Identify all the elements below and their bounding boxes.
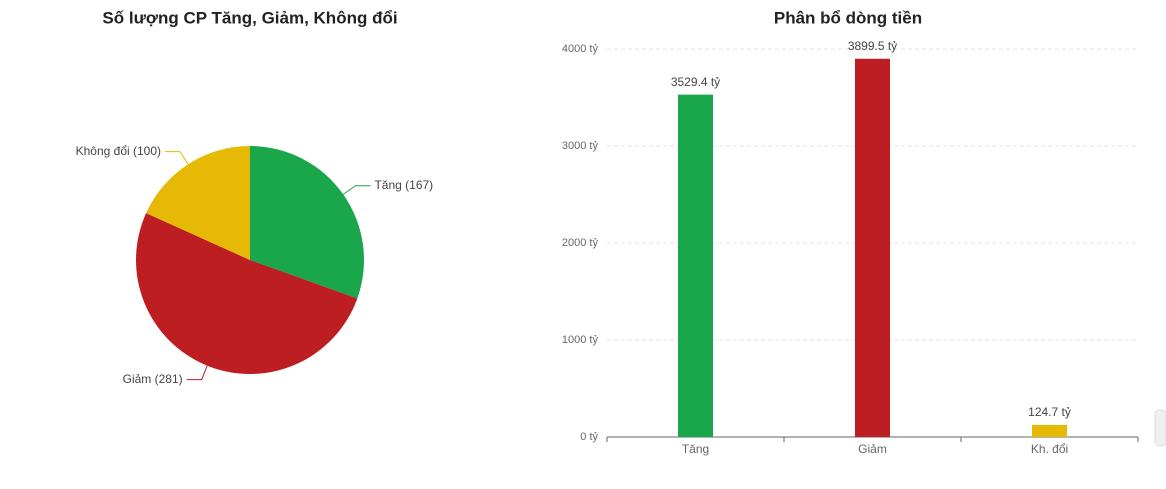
label-line	[186, 365, 208, 381]
y-tick-label: 1000 tỷ	[562, 334, 599, 346]
slice-label: Tăng (167)	[374, 178, 433, 192]
bar-label: 3899.5 tỷ	[848, 39, 897, 53]
y-tick-label: 2000 tỷ	[562, 237, 599, 249]
pie-slice	[136, 213, 358, 374]
label-line	[342, 185, 371, 195]
bar	[678, 94, 713, 438]
bar	[855, 58, 890, 437]
y-tick-label: 0 tỷ	[580, 431, 598, 443]
x-tick-label: Tăng	[682, 442, 709, 456]
pie-slice	[250, 146, 365, 299]
x-tick-label: Giảm	[858, 442, 887, 456]
bar-label: 124.7 tỷ	[1028, 405, 1071, 419]
pie-slice	[146, 146, 250, 260]
scroll-handle[interactable]	[1154, 409, 1166, 447]
slice-label: Không đổi (100)	[76, 144, 161, 158]
x-tick-label: Kh. đổi	[1031, 442, 1068, 456]
bar-title: Phân bổ dòng tiền	[774, 8, 922, 27]
label-line	[165, 151, 189, 165]
bar-label: 3529.4 tỷ	[671, 75, 720, 89]
slice-label: Giảm (281)	[123, 372, 183, 386]
y-tick-label: 3000 tỷ	[562, 140, 599, 152]
bar	[1032, 424, 1067, 437]
y-tick-label: 4000 tỷ	[562, 43, 599, 55]
pie-title: Số lượng CP Tăng, Giảm, Không đổi	[102, 8, 397, 27]
